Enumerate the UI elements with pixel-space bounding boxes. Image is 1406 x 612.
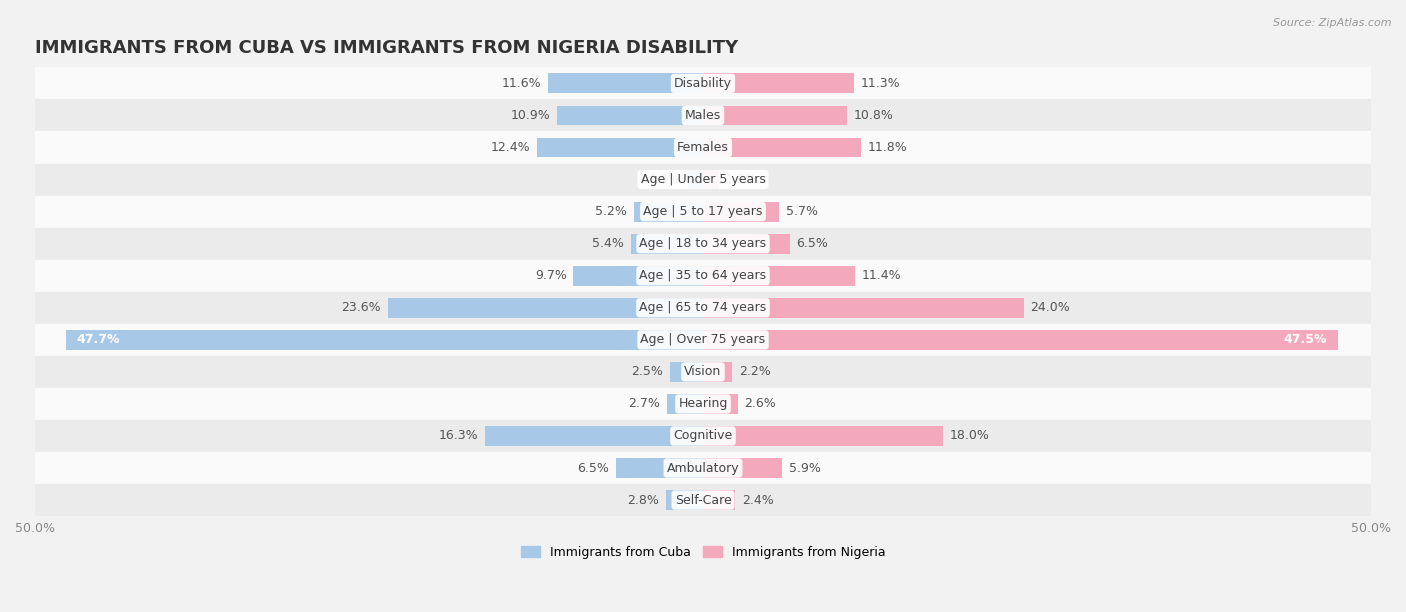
Bar xyxy=(703,362,733,382)
Text: 1.1%: 1.1% xyxy=(650,173,682,186)
Text: Ambulatory: Ambulatory xyxy=(666,461,740,474)
Bar xyxy=(35,292,1371,324)
Bar xyxy=(35,452,1371,484)
Text: Age | 35 to 64 years: Age | 35 to 64 years xyxy=(640,269,766,282)
Bar xyxy=(557,105,703,125)
Text: Age | 5 to 17 years: Age | 5 to 17 years xyxy=(644,205,762,218)
Bar xyxy=(35,228,1371,259)
Text: Self-Care: Self-Care xyxy=(675,493,731,507)
Text: 11.8%: 11.8% xyxy=(868,141,907,154)
Text: 6.5%: 6.5% xyxy=(578,461,609,474)
Text: Females: Females xyxy=(678,141,728,154)
Bar xyxy=(35,67,1371,99)
Bar xyxy=(35,259,1371,292)
Bar xyxy=(703,73,853,94)
Text: Age | 18 to 34 years: Age | 18 to 34 years xyxy=(640,237,766,250)
Bar xyxy=(703,266,855,286)
Text: 11.4%: 11.4% xyxy=(862,269,901,282)
Text: 47.7%: 47.7% xyxy=(76,334,120,346)
Bar xyxy=(35,324,1371,356)
Bar xyxy=(388,298,703,318)
Text: 11.6%: 11.6% xyxy=(502,77,541,90)
Bar xyxy=(634,202,703,222)
Text: 9.7%: 9.7% xyxy=(534,269,567,282)
Bar xyxy=(703,394,738,414)
Legend: Immigrants from Cuba, Immigrants from Nigeria: Immigrants from Cuba, Immigrants from Ni… xyxy=(516,540,890,564)
Text: 5.9%: 5.9% xyxy=(789,461,820,474)
Text: Cognitive: Cognitive xyxy=(673,430,733,442)
Bar xyxy=(703,202,779,222)
Bar xyxy=(35,196,1371,228)
Bar xyxy=(574,266,703,286)
Text: 23.6%: 23.6% xyxy=(342,301,381,314)
Bar xyxy=(703,170,718,190)
Bar xyxy=(703,298,1024,318)
Text: 2.2%: 2.2% xyxy=(740,365,770,378)
Bar xyxy=(703,490,735,510)
Text: Age | 65 to 74 years: Age | 65 to 74 years xyxy=(640,301,766,314)
Text: 16.3%: 16.3% xyxy=(439,430,478,442)
Text: IMMIGRANTS FROM CUBA VS IMMIGRANTS FROM NIGERIA DISABILITY: IMMIGRANTS FROM CUBA VS IMMIGRANTS FROM … xyxy=(35,40,738,58)
Text: Males: Males xyxy=(685,109,721,122)
Bar xyxy=(35,484,1371,516)
Bar xyxy=(35,420,1371,452)
Bar xyxy=(35,356,1371,388)
Text: 12.4%: 12.4% xyxy=(491,141,530,154)
Text: 2.4%: 2.4% xyxy=(742,493,773,507)
Text: Disability: Disability xyxy=(673,77,733,90)
Bar xyxy=(537,138,703,157)
Text: 24.0%: 24.0% xyxy=(1031,301,1070,314)
Text: Vision: Vision xyxy=(685,365,721,378)
Text: Source: ZipAtlas.com: Source: ZipAtlas.com xyxy=(1274,18,1392,28)
Bar xyxy=(35,132,1371,163)
Text: 10.8%: 10.8% xyxy=(853,109,894,122)
Bar xyxy=(665,490,703,510)
Text: 18.0%: 18.0% xyxy=(950,430,990,442)
Text: 6.5%: 6.5% xyxy=(797,237,828,250)
Text: 2.5%: 2.5% xyxy=(631,365,662,378)
Bar xyxy=(703,138,860,157)
Bar xyxy=(35,388,1371,420)
Text: 2.7%: 2.7% xyxy=(628,397,661,411)
Bar xyxy=(631,234,703,253)
Bar xyxy=(66,330,703,349)
Bar xyxy=(666,394,703,414)
Text: Age | Over 75 years: Age | Over 75 years xyxy=(641,334,765,346)
Text: 47.5%: 47.5% xyxy=(1284,334,1327,346)
Bar xyxy=(689,170,703,190)
Bar xyxy=(485,426,703,446)
Text: 10.9%: 10.9% xyxy=(510,109,551,122)
Bar xyxy=(703,458,782,478)
Bar xyxy=(703,330,1337,349)
Text: 5.4%: 5.4% xyxy=(592,237,624,250)
Bar xyxy=(35,163,1371,196)
Bar xyxy=(703,426,943,446)
Bar xyxy=(669,362,703,382)
Text: Hearing: Hearing xyxy=(678,397,728,411)
Text: 11.3%: 11.3% xyxy=(860,77,900,90)
Text: 2.6%: 2.6% xyxy=(744,397,776,411)
Bar xyxy=(703,105,848,125)
Text: 5.2%: 5.2% xyxy=(595,205,627,218)
Text: 1.2%: 1.2% xyxy=(725,173,758,186)
Bar xyxy=(703,234,790,253)
Bar xyxy=(35,99,1371,132)
Text: Age | Under 5 years: Age | Under 5 years xyxy=(641,173,765,186)
Bar xyxy=(616,458,703,478)
Text: 5.7%: 5.7% xyxy=(786,205,818,218)
Text: 2.8%: 2.8% xyxy=(627,493,659,507)
Bar xyxy=(548,73,703,94)
